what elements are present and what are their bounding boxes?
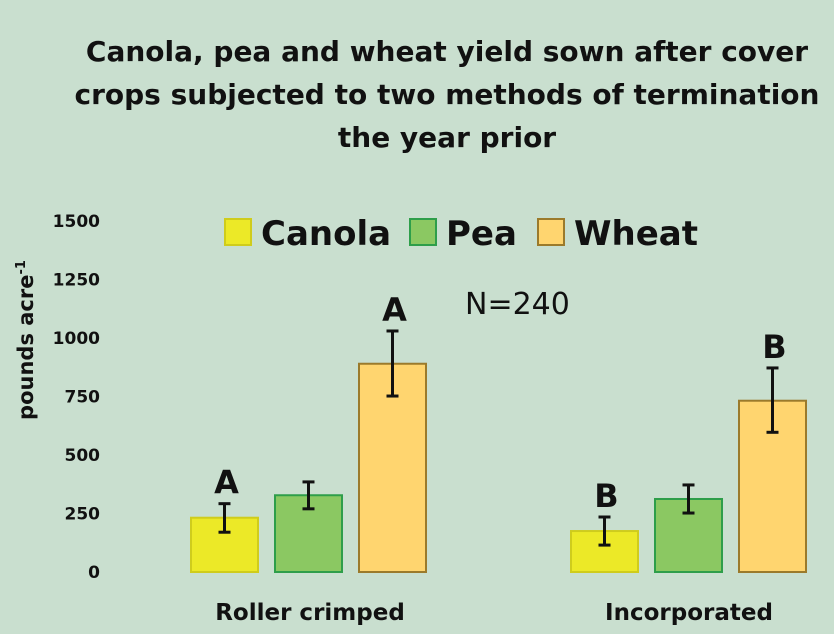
y-axis-label-main: pounds acre — [14, 275, 38, 420]
bars: A A B B — [190, 291, 807, 574]
y-tick-label: 750 — [65, 388, 101, 408]
significance-letter: A — [214, 464, 239, 502]
significance-letter: B — [594, 477, 618, 515]
legend-swatch-canola — [224, 218, 252, 246]
x-category-label: Incorporated — [605, 600, 773, 626]
legend-label-pea: Pea — [446, 214, 517, 254]
y-axis-ticks: 0 250 500 750 1000 1250 1500 — [53, 212, 100, 583]
legend-swatch-pea — [409, 218, 437, 246]
y-tick-label: 0 — [88, 563, 100, 583]
legend: Canola Pea Wheat — [224, 214, 698, 254]
bar-wheat-0 — [358, 362, 427, 573]
title-line-2: crops subjected to two methods of termin… — [74, 78, 820, 111]
title-line-3: the year prior — [337, 121, 557, 154]
y-tick-label: 1250 — [53, 271, 100, 291]
x-axis-labels: Roller crimped Incorporated — [215, 600, 773, 626]
significance-letter: A — [382, 291, 407, 329]
title-line-1: Canola, pea and wheat yield sown after c… — [85, 35, 809, 68]
y-tick-label: 250 — [65, 505, 101, 525]
y-tick-label: 1000 — [53, 329, 100, 349]
x-category-label: Roller crimped — [215, 600, 405, 626]
legend-swatch-wheat — [537, 218, 565, 246]
y-tick-label: 500 — [65, 446, 101, 466]
legend-label-canola: Canola — [261, 214, 391, 254]
significance-letter: B — [762, 328, 786, 366]
y-axis-label: pounds acre-1 — [14, 260, 38, 420]
y-tick-label: 1500 — [53, 212, 100, 232]
n-annotation: N=240 — [465, 287, 570, 322]
y-axis-label-sup: -1 — [14, 260, 29, 274]
chart-title: Canola, pea and wheat yield sown after c… — [60, 30, 834, 159]
legend-label-wheat: Wheat — [574, 214, 698, 254]
